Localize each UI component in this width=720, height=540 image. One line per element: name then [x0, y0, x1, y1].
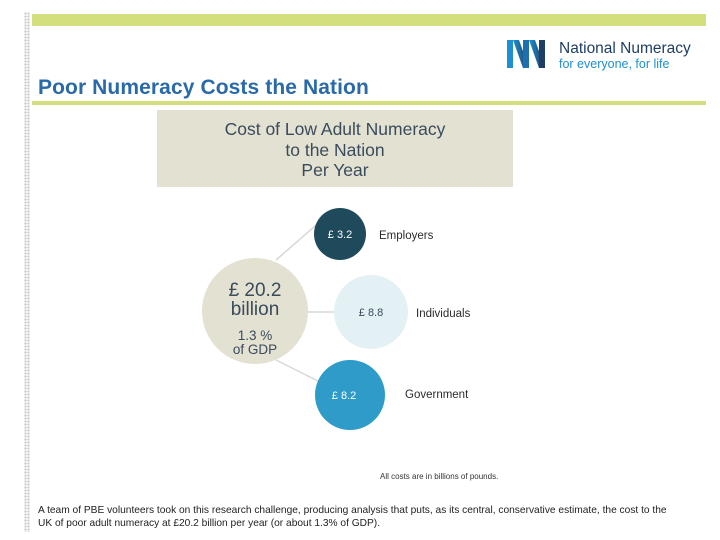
individuals-label: Individuals [416, 308, 471, 320]
title-underline [32, 101, 706, 105]
diagram-footnote: All costs are in billions of pounds. [380, 472, 499, 481]
logo-tagline: for everyone, for life [559, 57, 670, 71]
government-value: £ 8.2 [332, 390, 356, 402]
employers-value: £ 3.2 [328, 229, 352, 241]
connector-government [275, 359, 323, 384]
total-unit: billion [231, 299, 280, 320]
nn-logo-icon [507, 40, 545, 68]
connector-employers [275, 219, 323, 261]
top-accent-band [32, 14, 706, 26]
total-cost-circle [202, 258, 308, 364]
dotted-margin-rule [24, 12, 30, 532]
total-amount: £ 20.2 [229, 280, 282, 301]
diagram-header-line-3: Per Year [301, 160, 369, 180]
government-circle [315, 360, 385, 430]
total-gdp-percent: 1.3 % [238, 328, 273, 343]
total-gdp-label: of GDP [233, 342, 277, 357]
individuals-value: £ 8.8 [359, 307, 383, 319]
diagram-header: Cost of Low Adult Numeracy to the Nation… [157, 110, 513, 187]
employers-label: Employers [379, 230, 434, 242]
diagram-header-line-1: Cost of Low Adult Numeracy [224, 119, 446, 139]
individuals-circle [334, 275, 408, 349]
body-paragraph: A team of PBE volunteers took on this re… [38, 505, 667, 529]
employers-circle [314, 208, 366, 260]
diagram-header-line-2: to the Nation [285, 140, 385, 160]
logo-name: National Numeracy [559, 40, 691, 57]
page-title: Poor Numeracy Costs the Nation [38, 76, 369, 99]
government-label: Government [405, 389, 469, 401]
national-numeracy-logo: National Numeracy for everyone, for life [505, 36, 705, 76]
